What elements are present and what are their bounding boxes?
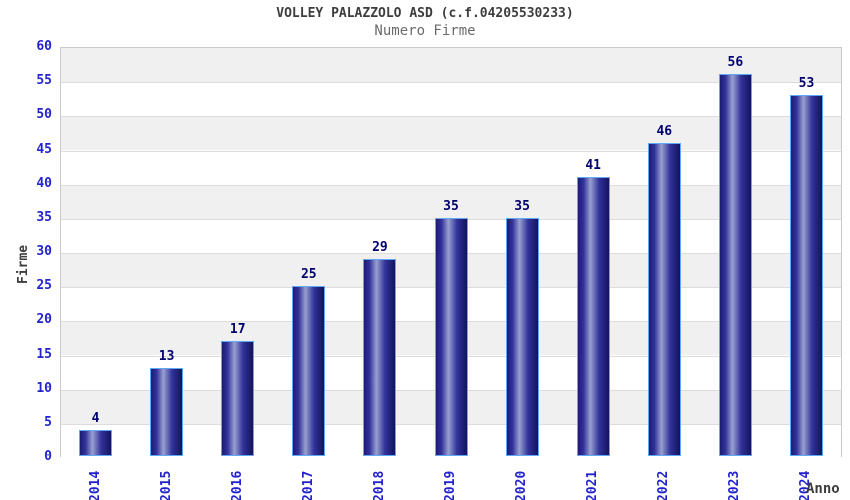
bar bbox=[718, 74, 752, 456]
bar bbox=[789, 94, 823, 456]
bar-value-label: 41 bbox=[585, 157, 601, 173]
bar-value-label: 35 bbox=[443, 198, 459, 214]
x-tick-label: 2017 bbox=[300, 470, 316, 500]
y-tick-label: 25 bbox=[36, 278, 52, 294]
y-tick-label: 20 bbox=[36, 312, 52, 328]
y-tick-label: 60 bbox=[36, 39, 52, 54]
y-tick-label: 5 bbox=[44, 414, 52, 430]
x-tick-label: 2015 bbox=[158, 470, 174, 500]
y-tick-label: 10 bbox=[36, 380, 52, 396]
plot-band bbox=[61, 116, 841, 151]
gridline bbox=[61, 184, 841, 186]
y-tick-label: 55 bbox=[36, 73, 52, 89]
y-tick-label: 45 bbox=[36, 141, 52, 157]
bar-value-label: 56 bbox=[727, 55, 744, 71]
x-tick-label: 2016 bbox=[229, 470, 245, 500]
y-tick-label: 15 bbox=[36, 346, 52, 362]
bar-value-label: 25 bbox=[300, 267, 317, 283]
plot-band bbox=[61, 48, 841, 83]
y-tick-label: 30 bbox=[36, 244, 52, 259]
x-tick-label: 2019 bbox=[443, 470, 458, 500]
bar-value-label: 17 bbox=[229, 321, 246, 337]
x-tick-label: 2014 bbox=[87, 470, 103, 500]
bar-value-label: 29 bbox=[372, 239, 388, 255]
gridline bbox=[61, 82, 841, 84]
bar-value-label: 4 bbox=[91, 410, 100, 426]
y-tick-label: 35 bbox=[36, 209, 52, 225]
bar bbox=[505, 217, 539, 456]
chart-subtitle: Numero Firme bbox=[374, 23, 476, 39]
bar-value-label: 53 bbox=[798, 75, 815, 91]
x-tick-label: 2018 bbox=[371, 470, 387, 500]
plot-band bbox=[61, 150, 841, 185]
y-tick-label: 40 bbox=[36, 175, 52, 191]
x-tick-label: 2022 bbox=[656, 470, 672, 500]
bar-value-label: 46 bbox=[656, 123, 673, 139]
x-axis-title: Anno bbox=[806, 481, 840, 497]
bar bbox=[292, 286, 326, 456]
bar bbox=[647, 142, 681, 456]
bar bbox=[363, 258, 397, 456]
bar bbox=[434, 217, 468, 456]
bar bbox=[79, 429, 113, 456]
x-tick-label: 2023 bbox=[727, 470, 743, 500]
gridline bbox=[61, 150, 841, 152]
chart-title: VOLLEY PALAZZOLO ASD (c.f.04205530233) bbox=[276, 6, 574, 21]
x-tick-label: 2021 bbox=[585, 470, 601, 500]
bar bbox=[576, 176, 610, 456]
bar bbox=[221, 340, 255, 456]
y-tick-label: 0 bbox=[44, 449, 52, 464]
bar-value-label: 35 bbox=[514, 198, 530, 214]
plot-band bbox=[61, 82, 841, 117]
y-tick-label: 50 bbox=[36, 107, 52, 123]
bar-value-label: 13 bbox=[158, 349, 175, 365]
bar bbox=[150, 368, 184, 456]
plot-band bbox=[61, 184, 841, 219]
gridline bbox=[61, 116, 841, 118]
x-tick-label: 2020 bbox=[514, 470, 530, 500]
